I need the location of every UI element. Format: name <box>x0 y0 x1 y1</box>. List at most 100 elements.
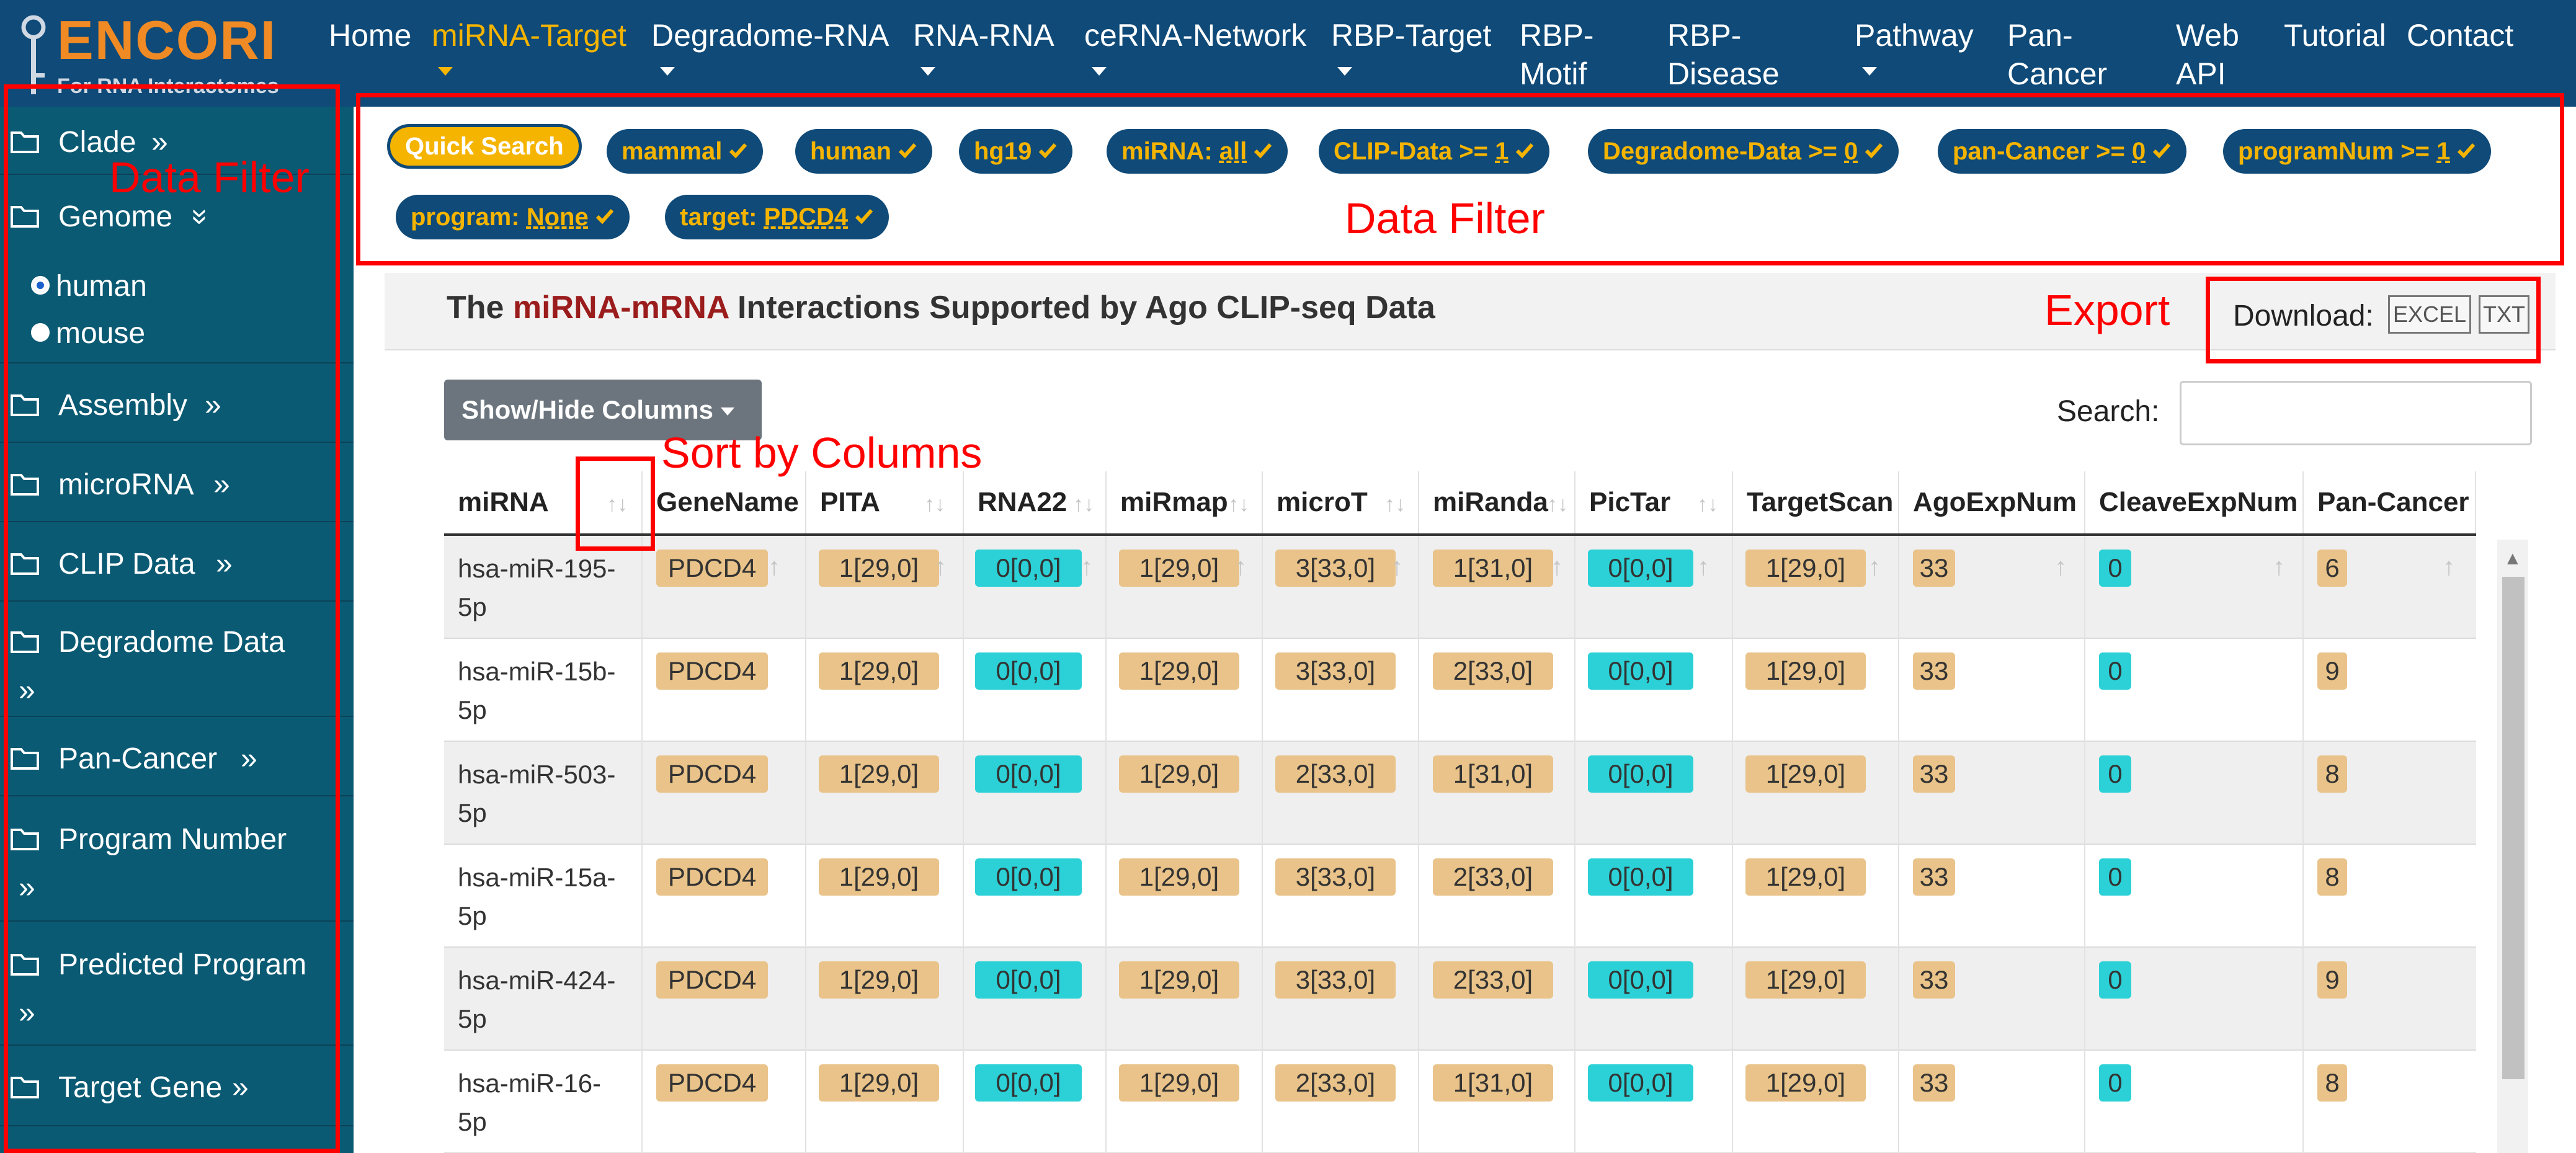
cell-microt[interactable]: 3[33,0] <box>1275 961 1396 999</box>
sidebar-item-predicted-program[interactable]: Predicted Program » <box>0 922 354 1046</box>
cell-mirna[interactable]: hsa-miR-15b- 5p <box>458 657 616 724</box>
cell-gene[interactable]: PDCD4 <box>656 858 768 896</box>
cell-cleaveexpnum[interactable]: 0 <box>2099 858 2131 896</box>
cell-agoexpnum[interactable]: 33 <box>1913 652 1955 690</box>
nav-rbp-motif[interactable]: RBP- Motif <box>1520 18 1594 91</box>
cell-cleaveexpnum[interactable]: 0 <box>2099 652 2131 690</box>
cell-targetscan[interactable]: 1[29,0] <box>1745 1064 1866 1102</box>
cell-cleaveexpnum[interactable]: 0 <box>2099 550 2131 587</box>
cell-pictar[interactable]: 0[0,0] <box>1588 755 1693 793</box>
filter-chip-clade[interactable]: mammal <box>607 129 764 174</box>
table-search-input[interactable] <box>2180 381 2532 445</box>
cell-mirna[interactable]: hsa-miR-195- 5p <box>458 554 616 621</box>
scroll-up-arrow-icon[interactable]: ▲ <box>2503 548 2522 569</box>
cell-targetscan[interactable]: 1[29,0] <box>1745 858 1866 896</box>
nav-mirna-target[interactable]: miRNA-Target <box>432 16 626 76</box>
cell-pictar[interactable]: 0[0,0] <box>1588 550 1693 587</box>
cell-mirmap[interactable]: 1[29,0] <box>1119 1064 1239 1102</box>
cell-pan-cancer[interactable]: 8 <box>2317 755 2347 793</box>
table-row[interactable]: hsa-miR-503- 5p PDCD4 1[29,0] 0[0,0] 1[2… <box>444 742 2476 845</box>
cell-gene[interactable]: PDCD4 <box>656 550 768 587</box>
cell-gene[interactable]: PDCD4 <box>656 1064 768 1102</box>
column-header-rna22[interactable]: RNA22 ↑↓ <box>964 471 1107 533</box>
cell-pita[interactable]: 1[29,0] <box>819 652 939 690</box>
sidebar-item-assembly[interactable]: Assembly » <box>0 363 354 443</box>
cell-targetscan[interactable]: 1[29,0] <box>1745 755 1866 793</box>
cell-pictar[interactable]: 0[0,0] <box>1588 1064 1693 1102</box>
cell-microt[interactable]: 3[33,0] <box>1275 858 1396 896</box>
filter-chip-program-num[interactable]: programNum >= 1 <box>2223 129 2492 174</box>
column-header-pita[interactable]: PITA ↑↓ <box>806 471 964 533</box>
cell-rna22[interactable]: 0[0,0] <box>975 550 1082 587</box>
column-header-pictar[interactable]: PicTar ↑↓ <box>1575 471 1733 533</box>
sidebar-item-target-gene[interactable]: Target Gene » <box>0 1046 354 1126</box>
cell-targetscan[interactable]: 1[29,0] <box>1745 550 1866 587</box>
cell-miranda[interactable]: 2[33,0] <box>1433 858 1553 896</box>
cell-mirmap[interactable]: 1[29,0] <box>1119 961 1239 999</box>
cell-agoexpnum[interactable]: 33 <box>1913 1064 1955 1102</box>
filter-chip-degradome-data[interactable]: Degradome-Data >= 0 <box>1588 129 1899 174</box>
cell-agoexpnum[interactable]: 33 <box>1913 858 1955 896</box>
cell-mirmap[interactable]: 1[29,0] <box>1119 550 1239 587</box>
site-logo[interactable]: ENCORI For RNA Interactomes <box>9 5 331 98</box>
cell-rna22[interactable]: 0[0,0] <box>975 858 1082 896</box>
cell-pita[interactable]: 1[29,0] <box>819 550 939 587</box>
cell-rna22[interactable]: 0[0,0] <box>975 961 1082 999</box>
filter-chip-program[interactable]: program: None <box>396 195 630 239</box>
sidebar-item-genome[interactable]: Genome » <box>0 175 354 254</box>
cell-microt[interactable]: 2[33,0] <box>1275 1064 1396 1102</box>
nav-contact[interactable]: Contact <box>2407 18 2514 53</box>
cell-mirna[interactable]: hsa-miR-503- 5p <box>458 760 616 827</box>
sidebar-item-pan-cancer[interactable]: Pan-Cancer » <box>0 717 354 796</box>
column-header-miranda[interactable]: miRanda ↑↓ <box>1419 471 1575 533</box>
cell-miranda[interactable]: 1[31,0] <box>1433 755 1553 793</box>
cell-miranda[interactable]: 1[31,0] <box>1433 1064 1553 1102</box>
cell-rna22[interactable]: 0[0,0] <box>975 652 1082 690</box>
genome-option-mouse[interactable]: mouse <box>31 316 145 350</box>
cell-agoexpnum[interactable]: 33 <box>1913 961 1955 999</box>
cell-pan-cancer[interactable]: 8 <box>2317 858 2347 896</box>
quick-search-button[interactable]: Quick Search <box>387 124 582 169</box>
nav-rbp-disease[interactable]: RBP- Disease <box>1667 18 1780 91</box>
cell-miranda[interactable]: 2[33,0] <box>1433 961 1553 999</box>
filter-chip-clip-data[interactable]: CLIP-Data >= 1 <box>1319 129 1550 174</box>
cell-pan-cancer[interactable]: 9 <box>2317 652 2347 690</box>
sidebar-item-clade[interactable]: Clade » <box>0 107 354 175</box>
show-hide-columns-button[interactable]: Show/Hide Columns <box>444 380 762 440</box>
cell-cleaveexpnum[interactable]: 0 <box>2099 1064 2131 1102</box>
sidebar-item-degradome-data[interactable]: Degradome Data » <box>0 602 354 717</box>
filter-chip-target[interactable]: target: PDCD4 <box>665 195 889 239</box>
column-header-agoexpnum[interactable]: AgoExpNum <box>1899 471 2085 533</box>
nav-home[interactable]: Home <box>329 18 412 53</box>
cell-miranda[interactable]: 1[31,0] <box>1433 550 1553 587</box>
nav-tutorial[interactable]: Tutorial <box>2284 18 2386 53</box>
table-row[interactable]: hsa-miR-16- 5p PDCD4 1[29,0] 0[0,0] 1[29… <box>444 1051 2476 1153</box>
cell-cleaveexpnum[interactable]: 0 <box>2099 755 2131 793</box>
cell-agoexpnum[interactable]: 33 <box>1913 550 1955 587</box>
cell-mirna[interactable]: hsa-miR-424- 5p <box>458 966 616 1033</box>
column-header-targetscan[interactable]: TargetScan <box>1733 471 1899 533</box>
filter-chip-mirna[interactable]: miRNA: all <box>1107 129 1288 174</box>
nav-rna-rna[interactable]: RNA-RNA <box>913 16 1054 76</box>
sidebar-item-microrna[interactable]: microRNA » <box>0 443 354 522</box>
column-header-cleaveexpnum[interactable]: CleaveExpNum <box>2085 471 2304 533</box>
column-header-mirmap[interactable]: miRmap ↑↓ <box>1107 471 1263 533</box>
cell-mirmap[interactable]: 1[29,0] <box>1119 755 1239 793</box>
nav-rbp-target[interactable]: RBP-Target <box>1331 16 1491 76</box>
table-row[interactable]: hsa-miR-15a- 5p PDCD4 1[29,0] 0[0,0] 1[2… <box>444 845 2476 948</box>
nav-degradome-rna[interactable]: Degradome-RNA <box>651 16 889 76</box>
cell-gene[interactable]: PDCD4 <box>656 755 768 793</box>
cell-pan-cancer[interactable]: 8 <box>2317 1064 2347 1102</box>
cell-pan-cancer[interactable]: 9 <box>2317 961 2347 999</box>
cell-pictar[interactable]: 0[0,0] <box>1588 652 1693 690</box>
cell-pan-cancer[interactable]: 6 <box>2317 550 2347 587</box>
filter-chip-genome[interactable]: human <box>795 129 933 174</box>
cell-pictar[interactable]: 0[0,0] <box>1588 858 1693 896</box>
nav-web-api[interactable]: Web API <box>2176 18 2239 91</box>
export-excel-button[interactable]: EXCEL <box>2388 295 2471 334</box>
sidebar-item-clip-data[interactable]: CLIP Data » <box>0 522 354 602</box>
cell-gene[interactable]: PDCD4 <box>656 961 768 999</box>
cell-mirna[interactable]: hsa-miR-15a- 5p <box>458 863 616 930</box>
cell-agoexpnum[interactable]: 33 <box>1913 755 1955 793</box>
sidebar-item-program-number[interactable]: Program Number » <box>0 796 354 922</box>
